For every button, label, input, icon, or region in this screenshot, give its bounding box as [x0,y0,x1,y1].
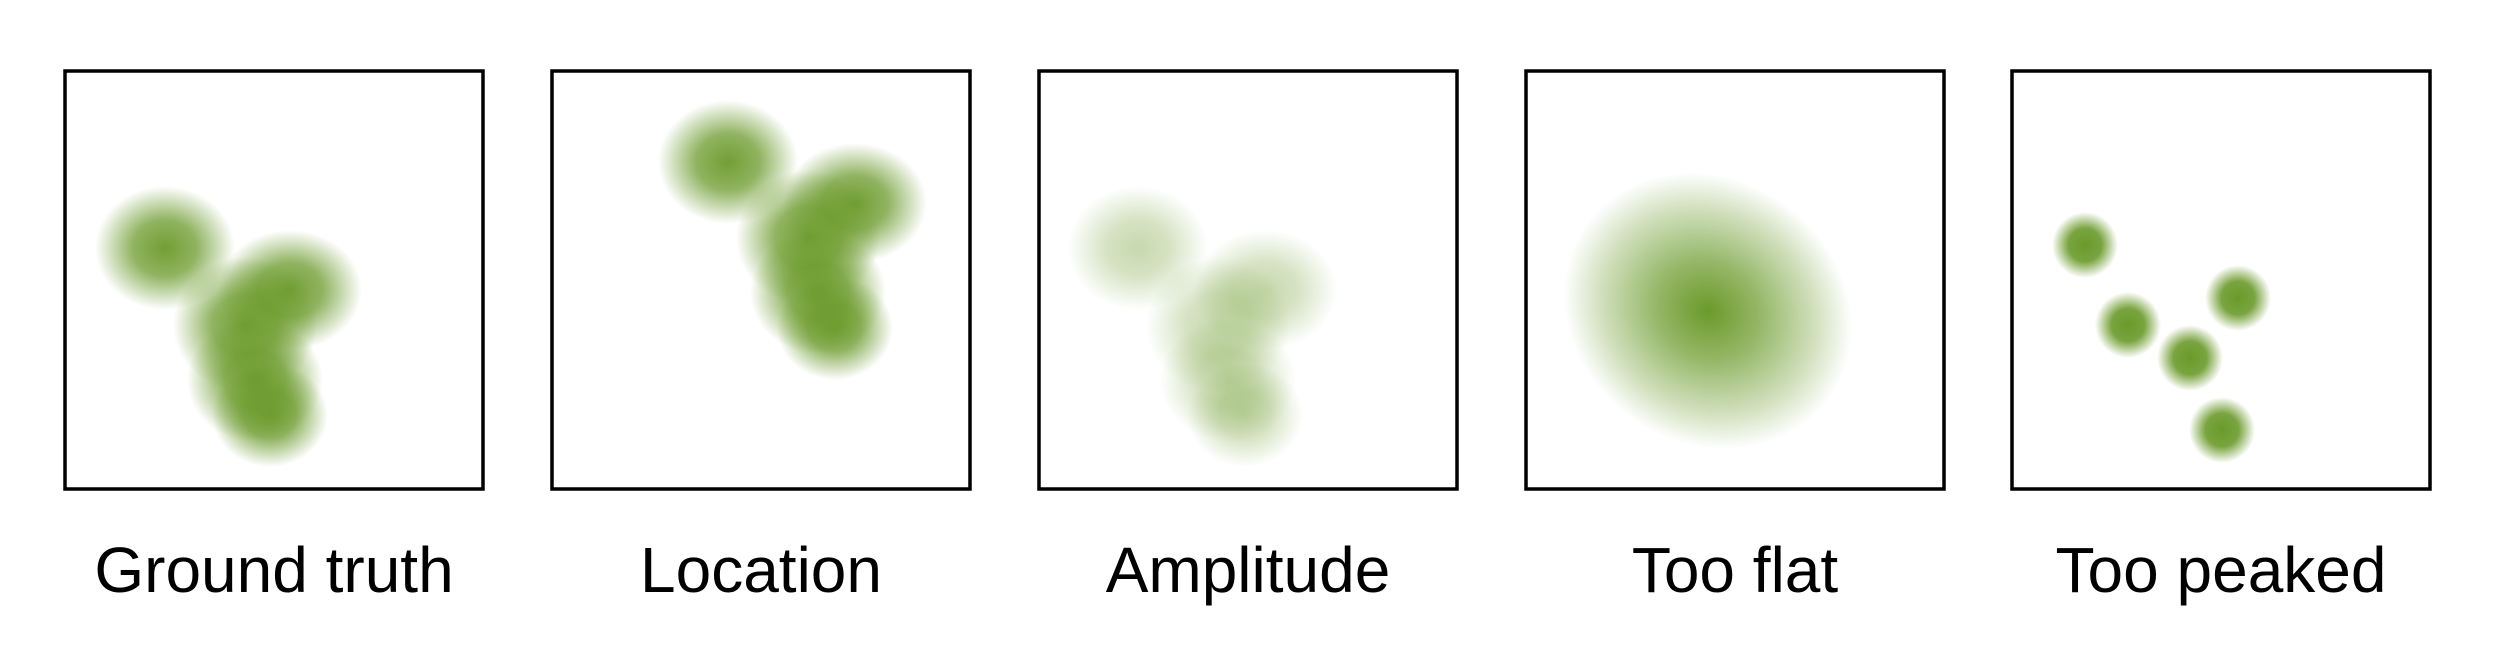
blob [2157,325,2223,391]
density-blobs [1563,172,1853,450]
panel-label: Ground truth [94,534,453,606]
panel-frame [1524,69,1946,491]
panel-too-peaked: Too peaked [2010,69,2432,606]
panel-location: Location [550,69,972,606]
blob [777,276,893,380]
panel-label: Too flat [1632,534,1839,606]
panel-label: Amplitude [1106,534,1391,606]
blob [2205,265,2271,331]
blob [2052,212,2118,278]
panel-too-flat: Too flat [1524,69,1946,606]
density-blobs [1068,186,1337,467]
blob [1563,172,1853,450]
blob [2095,292,2161,358]
blob [212,363,328,467]
panel-ground-truth: Ground truth [63,69,485,606]
blob [2189,397,2255,463]
panel-amplitude: Amplitude [1037,69,1459,606]
density-blobs [95,186,362,467]
panel-frame [2010,69,2432,491]
panel-frame [63,69,485,491]
density-blobs [2052,212,2271,463]
panel-frame [1037,69,1459,491]
panel-label: Location [640,534,882,606]
panel-frame [550,69,972,491]
blob [1187,363,1303,467]
density-blobs [658,100,927,380]
panel-label: Too peaked [2056,534,2387,606]
